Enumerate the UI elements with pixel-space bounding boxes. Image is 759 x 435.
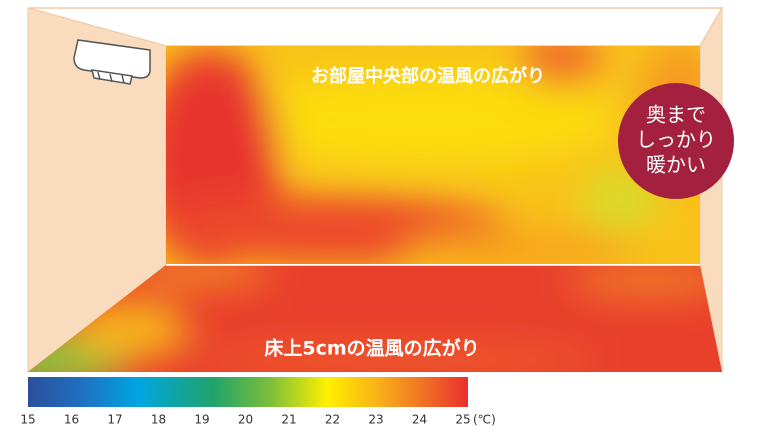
air-conditioner xyxy=(73,39,151,85)
wall-label: お部屋中央部の温風の広がり xyxy=(311,65,545,87)
badge xyxy=(618,83,734,199)
badge-line: 奥まで xyxy=(646,103,706,127)
scale-tick-label: 22 xyxy=(325,413,340,427)
color-scale xyxy=(28,377,468,407)
scale-tick-label: 15 xyxy=(20,413,35,427)
scale-tick-label: 23 xyxy=(368,413,383,427)
floor-label: 床上5cmの温風の広がり xyxy=(264,337,479,360)
floor-heatmap xyxy=(28,265,722,372)
scale-tick-label: 16 xyxy=(64,413,79,427)
scale-tick-label: 18 xyxy=(151,413,166,427)
scale-tick-label: 19 xyxy=(194,413,209,427)
scale-tick-label: 25 xyxy=(455,413,470,427)
badge-line: しっかり xyxy=(636,128,716,152)
badge-line: 暖かい xyxy=(646,153,706,177)
scale-unit: (℃) xyxy=(473,413,496,427)
scale-tick-label: 21 xyxy=(281,413,296,427)
scale-tick-label: 24 xyxy=(412,413,427,427)
scale-tick-label: 17 xyxy=(107,413,122,427)
wall-heatmap xyxy=(166,46,700,264)
scale-tick-label: 20 xyxy=(238,413,253,427)
